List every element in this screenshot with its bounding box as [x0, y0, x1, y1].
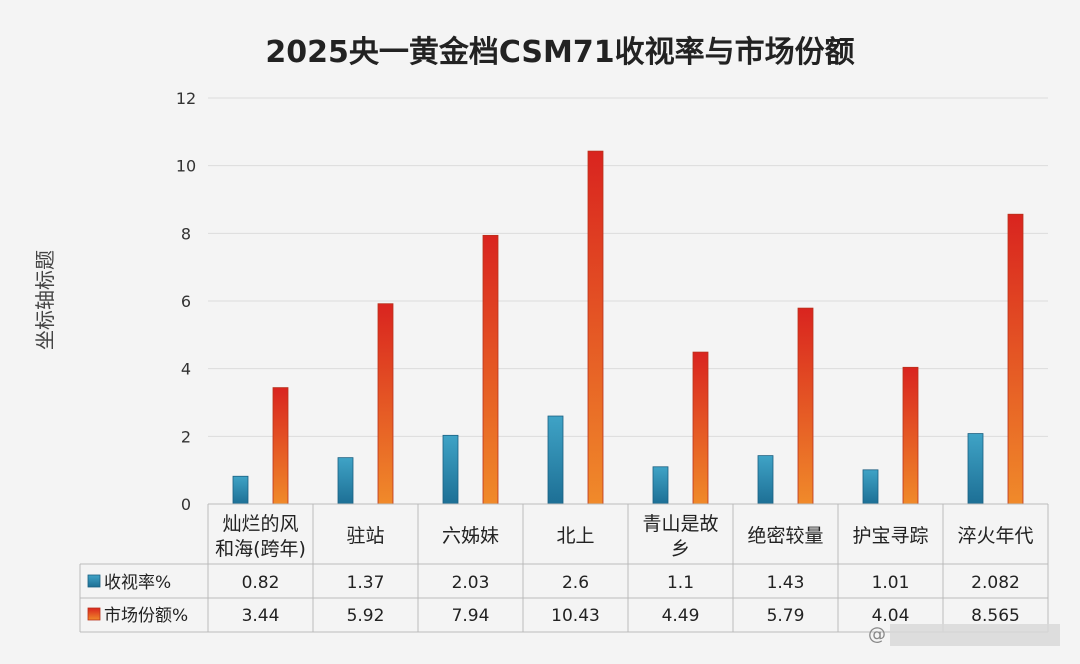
data-label: 1.1 — [667, 573, 694, 593]
data-label: 1.43 — [767, 573, 805, 593]
data-label: 1.01 — [872, 573, 910, 593]
data-label: 1.37 — [347, 573, 385, 593]
category-label: 淬火年代 — [957, 525, 1033, 547]
data-label: 4.49 — [662, 606, 700, 626]
bar-rating — [232, 475, 249, 505]
bar-rating — [757, 455, 774, 505]
chart-title: 2025央一黄金档CSM71收视率与市场份额 — [265, 35, 854, 70]
bar-rating — [442, 434, 459, 505]
watermark-text: @ — [868, 624, 886, 645]
legend-swatch — [87, 607, 101, 621]
legend-label: 市场份额% — [104, 606, 188, 626]
category-label: 绝密较量 — [747, 525, 823, 547]
bar-market-share — [272, 387, 289, 505]
y-tick-label: 12 — [176, 89, 196, 108]
bar-rating — [337, 457, 354, 505]
bar-market-share — [902, 366, 919, 505]
bars — [232, 150, 1024, 505]
bar-rating — [862, 469, 879, 505]
category-label: 六姊妹 — [442, 525, 499, 547]
category-label: 青山是故 — [642, 513, 718, 535]
category-label: 灿烂的风 — [222, 513, 298, 535]
category-label: 和海(跨年) — [215, 538, 306, 560]
y-tick-label: 2 — [181, 427, 191, 446]
gridlines — [208, 97, 1048, 505]
data-label: 3.44 — [242, 606, 280, 626]
data-label: 8.565 — [971, 606, 1020, 626]
bar-market-share — [377, 303, 394, 505]
bar-market-share — [1007, 213, 1024, 505]
bar-market-share — [482, 234, 499, 505]
bar-market-share — [797, 307, 814, 505]
data-label: 2.03 — [452, 573, 490, 593]
watermark-blur — [890, 624, 1060, 646]
data-label: 0.82 — [242, 573, 280, 593]
y-tick-label: 4 — [181, 360, 191, 379]
y-tick-label: 8 — [181, 224, 191, 243]
bar-rating — [652, 466, 669, 505]
bar-rating — [967, 433, 984, 505]
data-label: 4.04 — [872, 606, 910, 626]
legend-swatch — [87, 574, 101, 588]
category-label: 驻站 — [346, 525, 384, 547]
data-label: 2.6 — [562, 573, 589, 593]
y-tick-label: 10 — [176, 157, 196, 176]
data-label: 7.94 — [452, 606, 490, 626]
y-tick-labels: 0 2 4 6 8 10 12 — [176, 89, 196, 514]
bar-market-share — [587, 150, 604, 505]
data-label: 5.92 — [347, 606, 385, 626]
bar-rating — [547, 415, 564, 505]
bar-market-share — [692, 351, 709, 505]
data-label: 5.79 — [767, 606, 805, 626]
category-label: 北上 — [556, 525, 594, 547]
data-label: 10.43 — [551, 606, 600, 626]
data-label: 2.082 — [971, 573, 1020, 593]
legend-label: 收视率% — [104, 573, 171, 593]
y-axis-label: 坐标轴标题 — [33, 250, 57, 350]
y-tick-label: 6 — [181, 292, 191, 311]
category-label: 乡 — [671, 538, 690, 560]
y-tick-label: 0 — [181, 495, 191, 514]
category-label: 护宝寻踪 — [852, 525, 928, 547]
